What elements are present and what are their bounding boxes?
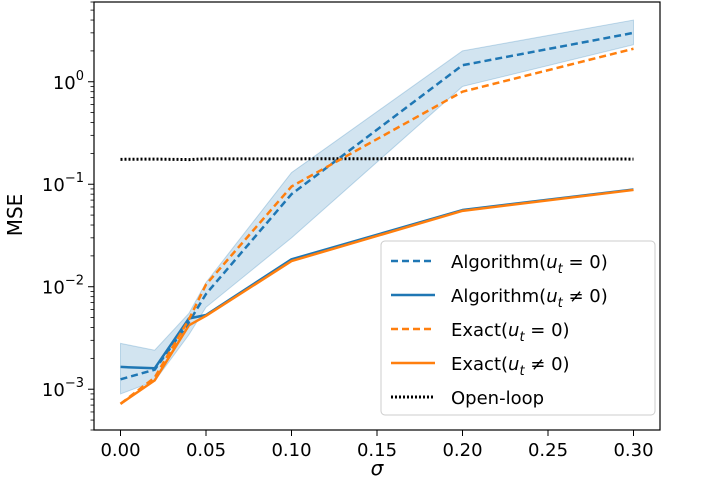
x-tick-label: 0.00 [100,440,140,461]
series-line-4 [120,157,634,162]
legend-label-2: Exact(ut = 0) [451,320,570,345]
x-tick-label: 0.15 [357,440,397,461]
x-tick-label: 0.05 [186,440,226,461]
x-axis-ticks: 0.00 0.05 0.10 0.15 0.20 0.25 0.30 [100,430,654,461]
y-tick-label: 10−3 [42,376,84,401]
x-tick-label: 0.10 [271,440,311,461]
legend-label-4: Open-loop [451,388,544,409]
y-axis-label: MSE [3,194,27,237]
x-tick-label: 0.25 [528,440,568,461]
legend: Algorithm(ut = 0) Algorithm(ut ≠ 0) Exact(… [380,240,656,416]
confidence-bands [120,19,634,395]
confidence-band-0 [120,19,634,395]
y-tick-label: 10−2 [42,274,84,299]
series-line-2 [119,47,634,405]
y-axis-ticks: 10−3 10−2 10−1 100 [42,1,94,431]
x-tick-label: 0.20 [442,440,482,461]
x-tick-label: 0.30 [613,440,653,461]
y-tick-label: 10−1 [42,171,84,196]
y-tick-label: 100 [53,69,84,94]
legend-label-3: Exact(ut ≠ 0) [451,354,570,379]
legend-box [380,240,656,416]
legend-label-1: Algorithm(ut ≠ 0) [451,286,608,311]
series-lines [119,31,634,405]
x-axis-label: σ [371,456,385,480]
legend-label-0: Algorithm(ut = 0) [451,252,608,277]
series-line-0 [120,31,634,381]
series-line-3 [119,188,634,405]
